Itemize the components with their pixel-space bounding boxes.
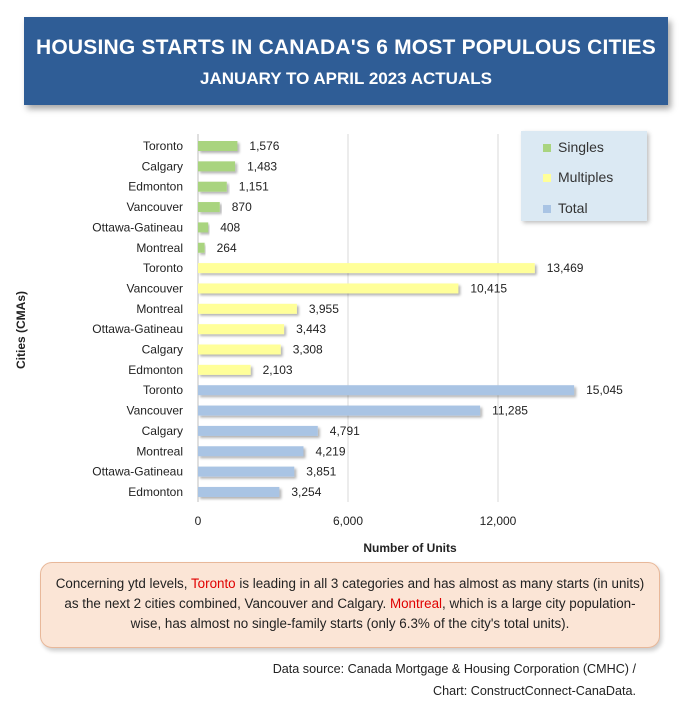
- legend-label-total: Total: [558, 200, 588, 216]
- x-tick-label: 12,000: [480, 514, 517, 528]
- data-label-total-ottawa-gatineau: 3,851: [306, 465, 336, 479]
- bar-singles-montreal: [198, 242, 205, 253]
- bar-total-edmonton: [198, 486, 280, 497]
- bar-multiples-calgary: [198, 344, 281, 355]
- x-tick-label: 0: [195, 514, 202, 528]
- legend-item-singles: Singles: [543, 139, 604, 155]
- chart-title: HOUSING STARTS IN CANADA'S 6 MOST POPULO…: [36, 36, 656, 59]
- x-axis-label: Number of Units: [363, 541, 457, 555]
- y-tick-label-vancouver: Vancouver: [127, 200, 183, 214]
- bar-total-calgary: [198, 425, 318, 436]
- y-tick-label-toronto: Toronto: [143, 261, 183, 275]
- bar-multiples-vancouver: [198, 283, 459, 294]
- legend: Singles Multiples Total: [521, 131, 647, 221]
- chart-subtitle: JANUARY TO APRIL 2023 ACTUALS: [200, 69, 492, 88]
- legend-swatch-total: [543, 205, 551, 214]
- bar-chart: 0 6,000 12,000 Toronto 1,576 Calgary 1,483 Edmo…: [92, 134, 623, 528]
- bar-total-montreal: [198, 446, 304, 457]
- data-label-singles-toronto: 1,576: [249, 139, 279, 153]
- bar-multiples-ottawa-gatineau: [198, 324, 285, 335]
- bar-singles-vancouver: [198, 202, 220, 213]
- bar-multiples-toronto: [198, 263, 535, 274]
- bar-singles-edmonton: [198, 181, 227, 192]
- legend-swatch-multiples: [543, 174, 551, 183]
- y-tick-label-toronto: Toronto: [143, 383, 183, 397]
- legend-label-multiples: Multiples: [558, 169, 614, 185]
- bar-multiples-edmonton: [198, 364, 251, 375]
- bar-total-vancouver: [198, 405, 481, 416]
- y-tick-label-edmonton: Edmonton: [128, 363, 183, 377]
- title-banner: HOUSING STARTS IN CANADA'S 6 MOST POPULO…: [24, 17, 668, 105]
- bar-total-toronto: [198, 385, 575, 396]
- commentary-text: Concerning ytd levels, Toronto is leadin…: [51, 574, 649, 634]
- bar-singles-calgary: [198, 161, 236, 172]
- data-label-multiples-calgary: 3,308: [293, 343, 323, 357]
- highlight-montreal: Montreal: [389, 596, 443, 611]
- legend-swatch-singles: [543, 144, 551, 153]
- data-label-multiples-toronto: 13,469: [547, 261, 584, 275]
- source-credit: Data source: Canada Mortgage & Housing C…: [176, 658, 636, 702]
- y-tick-label-vancouver: Vancouver: [127, 281, 183, 295]
- y-tick-label-montreal: Montreal: [136, 444, 183, 458]
- y-tick-label-ottawa-gatineau: Ottawa-Gatineau: [92, 322, 183, 336]
- bar-total-ottawa-gatineau: [198, 466, 295, 477]
- commentary-box: Concerning ytd levels, Toronto is leadin…: [40, 562, 660, 648]
- data-label-multiples-ottawa-gatineau: 3,443: [296, 322, 326, 336]
- y-tick-label-toronto: Toronto: [143, 139, 183, 153]
- commentary-part-1: Concerning ytd levels,: [55, 576, 191, 591]
- y-tick-label-calgary: Calgary: [142, 159, 183, 173]
- y-tick-label-montreal: Montreal: [136, 302, 183, 316]
- data-label-multiples-montreal: 3,955: [309, 302, 339, 316]
- data-label-total-calgary: 4,791: [330, 424, 360, 438]
- data-label-multiples-edmonton: 2,103: [263, 363, 293, 377]
- y-axis-label: Cities (CMAs): [14, 290, 28, 370]
- data-label-total-edmonton: 3,254: [291, 485, 321, 499]
- x-tick-label: 6,000: [333, 514, 363, 528]
- highlight-toronto: Toronto: [190, 576, 236, 591]
- data-label-total-vancouver: 11,285: [492, 404, 528, 418]
- bar-singles-ottawa-gatineau: [198, 222, 209, 233]
- legend-item-total: Total: [543, 200, 588, 216]
- y-tick-label-calgary: Calgary: [142, 424, 183, 438]
- source-line-2: Chart: ConstructConnect-CanaData.: [433, 684, 636, 698]
- commentary-part-2: is leading in all 3 categories and has a…: [64, 576, 645, 611]
- y-tick-label-ottawa-gatineau: Ottawa-Gatineau: [92, 465, 183, 479]
- commentary-part-3: , which is a large city population-wise,…: [130, 596, 636, 631]
- data-label-singles-montreal: 264: [217, 241, 237, 255]
- y-tick-label-ottawa-gatineau: Ottawa-Gatineau: [92, 220, 183, 234]
- data-label-singles-vancouver: 870: [232, 200, 252, 214]
- y-tick-label-calgary: Calgary: [142, 343, 183, 357]
- data-label-total-toronto: 15,045: [586, 383, 623, 397]
- data-label-singles-edmonton: 1,151: [239, 180, 269, 194]
- legend-label-singles: Singles: [558, 139, 604, 155]
- y-tick-label-edmonton: Edmonton: [128, 180, 183, 194]
- data-label-total-montreal: 4,219: [315, 444, 345, 458]
- bar-singles-toronto: [198, 141, 238, 151]
- source-line-1: Data source: Canada Mortgage & Housing C…: [272, 662, 636, 676]
- data-label-multiples-vancouver: 10,415: [470, 281, 507, 295]
- legend-item-multiples: Multiples: [543, 169, 613, 185]
- data-label-singles-calgary: 1,483: [247, 159, 277, 173]
- y-tick-label-montreal: Montreal: [136, 241, 183, 255]
- y-tick-label-edmonton: Edmonton: [128, 485, 183, 499]
- data-label-singles-ottawa-gatineau: 408: [220, 220, 240, 234]
- bar-multiples-montreal: [198, 303, 297, 314]
- y-tick-label-vancouver: Vancouver: [127, 404, 183, 418]
